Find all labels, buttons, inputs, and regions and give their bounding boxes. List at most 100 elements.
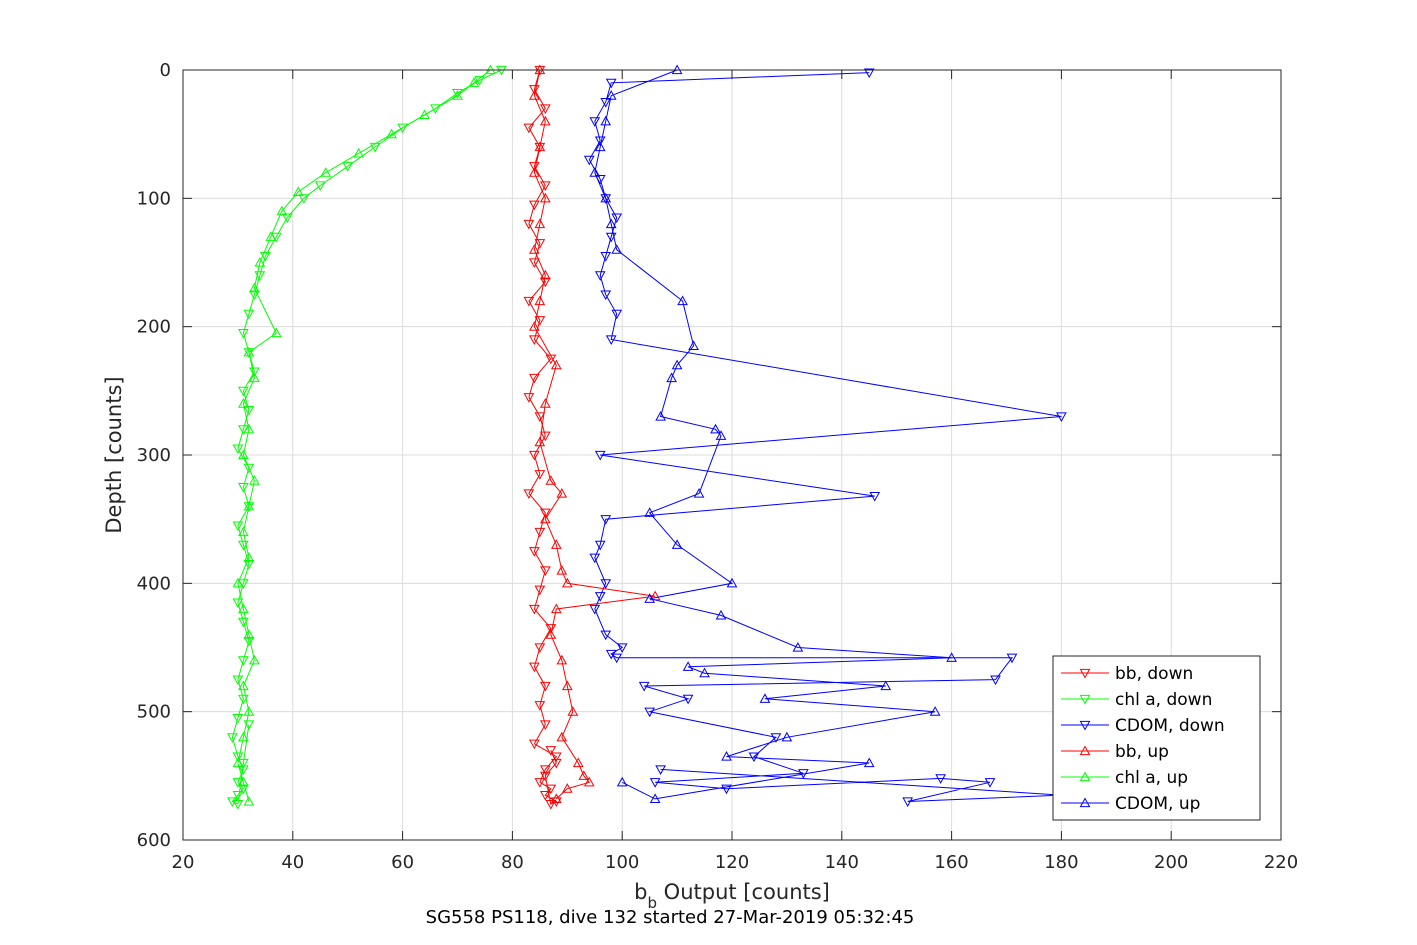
data-point-bb-up — [539, 513, 551, 524]
y-tick-label: 300 — [137, 445, 171, 466]
data-point-chl-a-up — [419, 109, 430, 120]
data-point-bb-down — [534, 701, 546, 711]
data-point-cdom-down — [863, 68, 875, 79]
legend-label-bb-up: bb, up — [1115, 742, 1169, 762]
data-point-cdom-up — [611, 244, 623, 254]
data-point-chl-a-down — [232, 521, 244, 532]
data-point-bb-down — [539, 790, 551, 801]
data-point-chl-a-up — [452, 90, 463, 100]
legend-label-chl-a-down: chl a, down — [1115, 690, 1212, 710]
x-tick-label: 140 — [825, 852, 859, 873]
data-point-cdom-up — [710, 423, 721, 434]
data-point-cdom-down — [611, 309, 623, 320]
data-point-bb-up — [545, 629, 557, 639]
x-tick-label: 180 — [1044, 852, 1078, 873]
data-point-chl-a-up — [270, 327, 282, 338]
data-point-cdom-down — [655, 765, 666, 775]
y-tick-label: 500 — [137, 702, 171, 723]
data-point-chl-a-down — [227, 733, 238, 743]
data-point-bb-up — [583, 776, 595, 787]
data-point-bb-down — [529, 547, 540, 557]
series-bb-up — [529, 64, 661, 804]
data-point-chl-a-up — [249, 654, 260, 665]
data-point-chl-a-up — [243, 552, 255, 562]
data-point-chl-a-down — [232, 675, 244, 686]
data-point-chl-a-up — [238, 526, 249, 537]
data-point-cdom-down — [600, 515, 612, 525]
x-tick-label: 120 — [715, 852, 749, 873]
dive-caption: SG558 PS118, dive 132 started 27-Mar-201… — [426, 907, 915, 928]
data-point-cdom-up — [863, 757, 875, 768]
data-point-cdom-down — [616, 643, 628, 654]
data-point-cdom-down — [589, 553, 601, 564]
tick-layer: 20 40 60 80 100 120 140 160 180 200 220 0 100 200 300 4… — [137, 60, 1299, 873]
data-point-bb-down — [529, 258, 540, 269]
data-point-bb-up — [550, 603, 562, 614]
data-point-chl-a-down — [238, 765, 249, 775]
data-point-bb-down — [529, 162, 540, 172]
data-point-bb-down — [545, 624, 557, 634]
data-point-cdom-down — [644, 707, 655, 718]
data-point-chl-a-down — [232, 598, 244, 609]
data-point-chl-a-up — [249, 372, 260, 383]
y-axis-label: Depth [counts] — [102, 376, 126, 533]
data-point-bb-up — [561, 680, 573, 691]
data-point-bb-down — [529, 373, 540, 384]
data-point-chl-a-down — [397, 123, 408, 134]
data-point-cdom-down — [611, 653, 623, 664]
data-point-cdom-down — [594, 540, 606, 551]
legend-label-bb-down: bb, down — [1115, 664, 1193, 684]
data-point-cdom-up — [792, 641, 804, 652]
legend-marker-bb-down — [1079, 668, 1091, 679]
data-point-cdom-up — [649, 793, 661, 804]
x-tick-label: 200 — [1154, 852, 1188, 873]
y-tick-label: 400 — [137, 573, 171, 594]
data-point-bb-down — [523, 393, 535, 403]
data-point-bb-down — [529, 604, 540, 615]
data-point-bb-up — [556, 731, 568, 742]
data-point-cdom-up — [600, 115, 612, 126]
data-point-cdom-down — [600, 290, 612, 301]
data-point-bb-up — [539, 192, 551, 203]
data-point-bb-up — [534, 436, 546, 447]
data-point-chl-a-down — [243, 720, 255, 731]
data-point-cdom-up — [946, 652, 957, 662]
data-point-chl-a-down — [238, 482, 249, 493]
series-line-bb-up — [533, 69, 656, 800]
data-point-cdom-down — [600, 97, 612, 108]
data-point-cdom-up — [699, 667, 710, 678]
data-point-chl-a-up — [243, 795, 255, 806]
data-point-cdom-down — [589, 117, 601, 127]
x-tick-label: 60 — [391, 852, 414, 873]
data-point-chl-a-down — [342, 162, 354, 172]
data-point-cdom-up — [781, 731, 793, 742]
data-point-chl-a-down — [243, 636, 255, 647]
data-point-cdom-down — [990, 675, 1001, 686]
x-tick-label: 220 — [1264, 852, 1298, 873]
x-axis-label: bb Output [counts] — [634, 880, 830, 912]
series-line-chl-a-up — [237, 69, 491, 802]
data-point-bb-up — [550, 793, 562, 804]
data-point-cdom-down — [721, 784, 732, 795]
data-point-cdom-up — [671, 539, 683, 549]
legend-marker-chl-a-down — [1079, 694, 1091, 705]
data-point-chl-a-down — [238, 656, 249, 666]
data-point-cdom-down — [611, 213, 623, 224]
series-cdom-up — [589, 64, 957, 804]
data-point-cdom-up — [600, 192, 612, 203]
data-point-bb-down — [534, 643, 546, 654]
series-line-cdom-up — [594, 69, 952, 800]
data-point-cdom-up — [677, 295, 688, 306]
data-point-chl-a-up — [265, 231, 277, 241]
data-point-cdom-down — [605, 232, 617, 243]
data-point-cdom-up — [605, 218, 617, 229]
data-point-cdom-up — [644, 593, 655, 603]
data-point-bb-down — [539, 771, 551, 782]
data-point-bb-down — [534, 778, 546, 788]
data-point-bb-up — [572, 757, 584, 768]
data-point-chl-a-down — [260, 251, 271, 262]
data-point-chl-a-up — [243, 629, 255, 639]
y-tick-label: 100 — [137, 188, 171, 209]
data-point-chl-a-down — [430, 104, 441, 115]
